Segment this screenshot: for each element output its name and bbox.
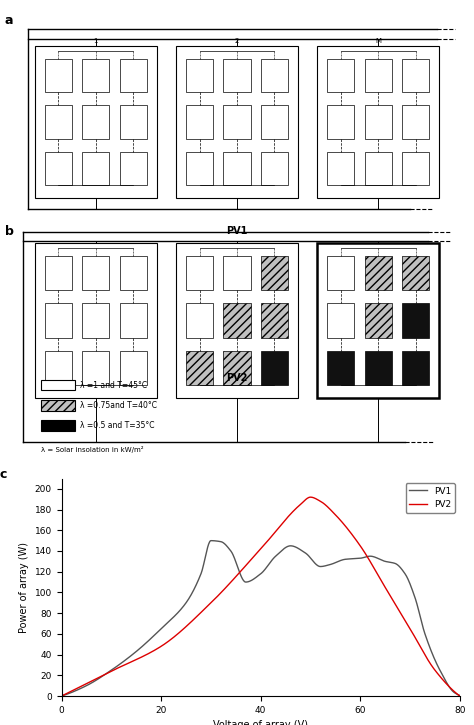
Bar	[223, 351, 251, 385]
Bar	[45, 256, 72, 290]
Bar	[45, 105, 72, 139]
Bar	[365, 256, 392, 290]
Bar	[120, 351, 147, 385]
Bar	[82, 59, 109, 92]
Text: PV2: PV2	[226, 373, 248, 383]
Bar	[365, 152, 392, 186]
Bar	[402, 303, 429, 338]
Text: λ = Solar insolation in kW/m²: λ = Solar insolation in kW/m²	[41, 446, 144, 453]
Bar	[82, 351, 109, 385]
Bar	[261, 152, 288, 186]
Bar	[317, 46, 439, 198]
Bar	[365, 303, 392, 338]
Text: 2: 2	[235, 38, 239, 44]
Bar	[175, 243, 299, 398]
Bar	[120, 152, 147, 186]
Bar	[223, 59, 251, 92]
Bar	[365, 59, 392, 92]
Text: λ =0.75and T=40°C: λ =0.75and T=40°C	[80, 401, 157, 410]
Bar	[327, 59, 354, 92]
PV1	[402, 569, 408, 578]
Bar	[120, 256, 147, 290]
Bar	[82, 152, 109, 186]
Bar	[120, 59, 147, 92]
PV2	[313, 494, 319, 503]
PV2	[83, 679, 89, 688]
PV1	[59, 692, 64, 700]
Bar	[261, 105, 288, 139]
Line: PV2: PV2	[62, 497, 460, 696]
Text: λ =0.5 and T=35°C: λ =0.5 and T=35°C	[80, 421, 155, 430]
PV1	[208, 536, 214, 545]
PV2	[59, 692, 64, 700]
Bar	[327, 256, 354, 290]
Bar	[41, 420, 75, 431]
Bar	[120, 303, 147, 338]
Bar	[186, 59, 213, 92]
Bar	[175, 46, 299, 198]
Bar	[45, 303, 72, 338]
Bar	[402, 59, 429, 92]
Y-axis label: Power of array (W): Power of array (W)	[19, 542, 29, 633]
Text: 1: 1	[94, 38, 98, 44]
Bar	[327, 105, 354, 139]
X-axis label: Voltage of array (V): Voltage of array (V)	[213, 720, 308, 725]
Bar	[35, 46, 157, 198]
Bar	[45, 351, 72, 385]
PV1	[83, 682, 89, 690]
Bar	[327, 152, 354, 186]
Bar	[41, 400, 75, 410]
Line: PV1: PV1	[62, 541, 460, 696]
Bar	[402, 351, 429, 385]
Text: a: a	[5, 14, 13, 28]
Bar	[35, 243, 157, 398]
PV1	[361, 553, 367, 562]
Bar	[261, 59, 288, 92]
Bar	[186, 303, 213, 338]
Bar	[186, 351, 213, 385]
Text: λ =1 and T=45°C: λ =1 and T=45°C	[80, 381, 147, 389]
Bar	[186, 152, 213, 186]
Bar	[82, 303, 109, 338]
Bar	[317, 243, 439, 398]
Bar	[82, 256, 109, 290]
Bar	[402, 256, 429, 290]
PV1	[457, 691, 463, 700]
Bar	[261, 256, 288, 290]
Bar	[365, 351, 392, 385]
Bar	[402, 105, 429, 139]
PV2	[301, 497, 306, 506]
Text: M: M	[375, 38, 381, 44]
Bar	[82, 105, 109, 139]
Text: PV1: PV1	[226, 225, 248, 236]
PV2	[290, 507, 296, 516]
PV2	[402, 616, 408, 625]
Bar	[186, 256, 213, 290]
Bar	[223, 303, 251, 338]
PV2	[361, 547, 367, 556]
Bar	[45, 59, 72, 92]
Bar	[402, 152, 429, 186]
Bar	[45, 152, 72, 186]
Bar	[327, 351, 354, 385]
PV2	[308, 493, 313, 502]
Bar	[261, 303, 288, 338]
Text: c: c	[0, 468, 7, 481]
Bar	[41, 380, 75, 390]
Bar	[327, 303, 354, 338]
PV2	[457, 692, 463, 700]
Legend: PV1, PV2: PV1, PV2	[406, 483, 455, 513]
Bar	[365, 105, 392, 139]
Bar	[223, 105, 251, 139]
Bar	[261, 351, 288, 385]
Bar	[186, 105, 213, 139]
Text: b: b	[5, 225, 14, 238]
PV1	[301, 547, 307, 556]
PV1	[313, 560, 319, 568]
PV1	[291, 542, 296, 550]
Bar	[120, 105, 147, 139]
Bar	[223, 152, 251, 186]
Bar	[223, 256, 251, 290]
